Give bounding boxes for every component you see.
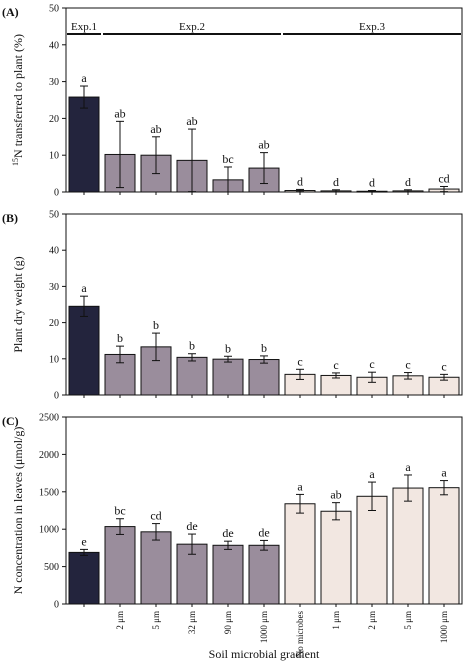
bar bbox=[248, 544, 280, 605]
experiment-label: Exp.1 bbox=[71, 21, 97, 33]
significance-letter: b bbox=[153, 318, 159, 332]
significance-letter: cd bbox=[438, 171, 449, 185]
y-axis-title: 15N transferred to plant (%) bbox=[11, 34, 26, 166]
significance-letter: de bbox=[186, 519, 197, 533]
x-tick-label: 1000 μm bbox=[259, 611, 269, 643]
significance-letter: c bbox=[333, 358, 338, 372]
panel-label: (C) bbox=[2, 414, 19, 428]
significance-letter: c bbox=[297, 354, 302, 368]
y-tick-label: 10 bbox=[49, 151, 59, 162]
x-tick-label: 5 μm bbox=[151, 611, 161, 630]
y-tick-label: 30 bbox=[49, 77, 59, 88]
bar bbox=[392, 487, 424, 605]
significance-letter: d bbox=[333, 175, 339, 189]
significance-letter: b bbox=[117, 331, 123, 345]
x-tick-label: 1 μm bbox=[331, 611, 341, 630]
y-axis-title-superscript: 15 bbox=[11, 158, 20, 166]
bar bbox=[212, 358, 244, 396]
x-tick-label: 90 μm bbox=[223, 611, 233, 634]
bar bbox=[140, 531, 172, 605]
significance-letter: ab bbox=[114, 106, 125, 120]
y-axis-title: Plant dry weight (g) bbox=[11, 256, 25, 352]
significance-letter: a bbox=[405, 460, 411, 474]
bar bbox=[428, 487, 460, 605]
significance-letter: d bbox=[297, 174, 303, 188]
y-tick-label: 40 bbox=[49, 246, 59, 257]
panel-label: (B) bbox=[2, 211, 18, 225]
y-tick-label: 50 bbox=[49, 4, 59, 15]
experiment-label: Exp.2 bbox=[179, 21, 205, 33]
bar bbox=[176, 356, 208, 396]
y-tick-label: 2500 bbox=[39, 413, 59, 424]
bar bbox=[284, 503, 316, 605]
bar bbox=[68, 305, 100, 396]
significance-letter: d bbox=[369, 176, 375, 190]
y-tick-label: 0 bbox=[54, 391, 59, 402]
significance-letter: ab bbox=[186, 114, 197, 128]
x-axis-title: Soil microbial gradient bbox=[209, 647, 320, 661]
y-tick-label: 2000 bbox=[39, 450, 59, 461]
y-tick-label: 0 bbox=[54, 600, 59, 611]
significance-letter: ab bbox=[330, 488, 341, 502]
panel-3: (C) 0 500 1000 1500 2000 2500 N concentration i… bbox=[2, 413, 463, 658]
bar bbox=[68, 96, 100, 193]
significance-letter: e bbox=[81, 534, 86, 548]
y-axis-title: N concentration in leaves (μmol/g) bbox=[11, 427, 25, 595]
bar bbox=[212, 544, 244, 605]
significance-letter: bc bbox=[114, 504, 125, 518]
y-tick-label: 0 bbox=[54, 188, 59, 199]
significance-letter: b bbox=[189, 339, 195, 353]
significance-letter: ab bbox=[150, 122, 161, 136]
y-tick-label: 30 bbox=[49, 282, 59, 293]
significance-letter: c bbox=[369, 357, 374, 371]
significance-letter: ab bbox=[258, 138, 269, 152]
x-tick-label: 5 μm bbox=[403, 611, 413, 630]
significance-letter: c bbox=[405, 358, 410, 372]
y-tick-label: 10 bbox=[49, 354, 59, 365]
y-tick-label: 50 bbox=[49, 210, 59, 221]
x-tick-label: 1000 μm bbox=[439, 611, 449, 643]
y-tick-label: 1000 bbox=[39, 525, 59, 536]
y-tick-label: 40 bbox=[49, 40, 59, 51]
bar bbox=[320, 510, 352, 605]
significance-letter: de bbox=[258, 525, 269, 539]
bar bbox=[356, 495, 388, 605]
y-tick-label: 500 bbox=[44, 562, 59, 573]
significance-letter: d bbox=[405, 175, 411, 189]
significance-letter: a bbox=[441, 466, 447, 480]
experiment-label: Exp.3 bbox=[359, 21, 385, 33]
x-tick-label: 2 μm bbox=[367, 611, 377, 630]
significance-letter: b bbox=[225, 341, 231, 355]
x-tick-label: 2 μm bbox=[115, 611, 125, 630]
significance-letter: de bbox=[222, 526, 233, 540]
bar bbox=[248, 359, 280, 396]
x-tick-label: 32 μm bbox=[187, 611, 197, 634]
y-axis-title-text: N transferred to plant (%) bbox=[11, 34, 25, 158]
bar bbox=[104, 526, 136, 605]
y-tick-label: 20 bbox=[49, 318, 59, 329]
significance-letter: c bbox=[441, 359, 446, 373]
panel-2: (B) 0 10 20 30 40 50 Plant dry weight (g) a b b b b b… bbox=[2, 210, 463, 402]
significance-letter: a bbox=[369, 467, 375, 481]
panel-1: (A) 0 10 20 30 40 50 15N transferred to plant (… bbox=[2, 4, 463, 199]
y-tick-label: 1500 bbox=[39, 487, 59, 498]
x-tick-label: No microbes bbox=[295, 611, 305, 658]
bar bbox=[68, 551, 100, 605]
y-tick-label: 20 bbox=[49, 114, 59, 125]
panel-label: (A) bbox=[2, 5, 19, 19]
significance-letter: b bbox=[261, 341, 267, 355]
significance-letter: cd bbox=[150, 509, 161, 523]
significance-letter: a bbox=[81, 71, 87, 85]
significance-letter: a bbox=[297, 479, 303, 493]
significance-letter: bc bbox=[222, 152, 233, 166]
significance-letter: a bbox=[81, 281, 87, 295]
y-axis-title-text: Plant dry weight (g) bbox=[11, 256, 25, 352]
y-axis-title-text: N concentration in leaves (μmol/g) bbox=[11, 427, 25, 595]
